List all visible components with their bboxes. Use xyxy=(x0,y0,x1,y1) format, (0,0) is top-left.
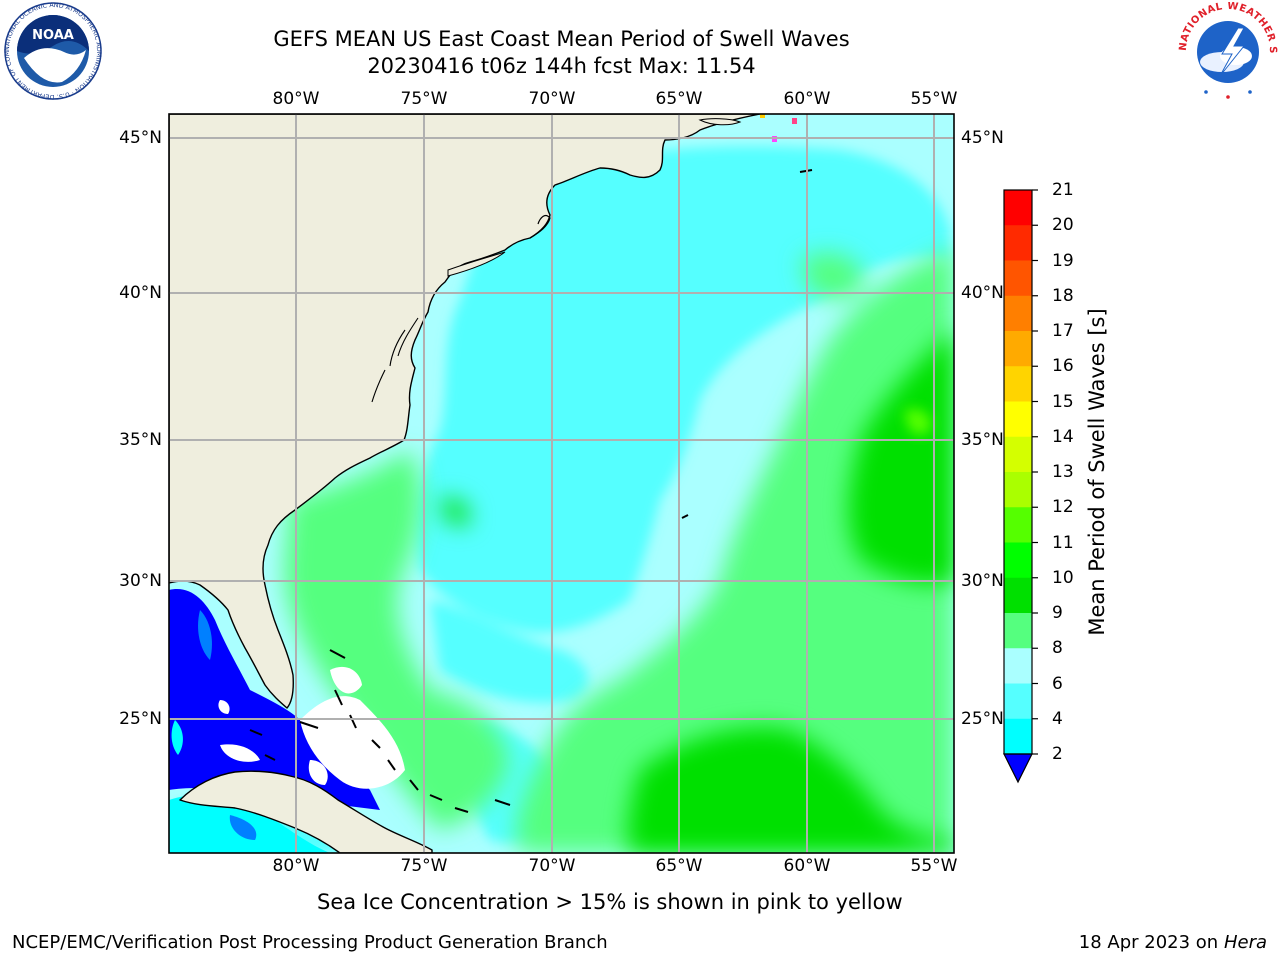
noaa-logo-text: NOAA xyxy=(32,28,74,43)
noaa-logo: NATIONAL OCEANIC AND ATMOSPHERIC ADMINIS… xyxy=(2,2,103,100)
colorbar-tick-label: 19 xyxy=(1052,250,1074,271)
period-11-12-region xyxy=(905,408,931,435)
lat-label-right: 30°N xyxy=(961,571,1004,591)
lat-label-left: 35°N xyxy=(119,430,162,450)
lat-label-right: 25°N xyxy=(961,709,1004,729)
lon-label-bottom: 65°W xyxy=(655,856,703,876)
lat-label-left: 30°N xyxy=(119,571,162,591)
bahamas-islands xyxy=(249,649,511,813)
colorbar-band xyxy=(1004,436,1032,473)
colorbar-tick-label: 6 xyxy=(1052,673,1063,694)
map-area xyxy=(169,114,954,853)
colorbar-tick-label: 16 xyxy=(1052,356,1074,377)
colorbar-tick-label: 13 xyxy=(1052,462,1074,482)
chart-title: GEFS MEAN US East Coast Mean Period of S… xyxy=(273,27,850,51)
lon-label-top: 70°W xyxy=(528,89,576,109)
colorbar-band xyxy=(1004,190,1032,226)
colorbar-tick-label: 18 xyxy=(1052,285,1074,306)
lon-label-bottom: 75°W xyxy=(400,856,448,876)
footer-credit: NCEP/EMC/Verification Post Processing Pr… xyxy=(12,932,608,953)
colorbar-tick-label: 15 xyxy=(1052,391,1074,412)
colorbar-band xyxy=(1004,401,1032,438)
colorbar xyxy=(1003,189,1038,784)
colorbar-band xyxy=(1004,613,1032,649)
footer-date: 18 Apr 2023 on Hera xyxy=(1079,932,1267,953)
footer-date-text: 18 Apr 2023 on xyxy=(1078,932,1219,953)
colorbar-title: Mean Period of Swell Waves [s] xyxy=(1085,308,1109,636)
map-frame xyxy=(168,113,955,854)
sea-ice-caption: Sea Ice Concentration > 15% is shown in … xyxy=(317,890,903,914)
nws-logo: NATIONAL WEATHER SERVICE xyxy=(1178,2,1278,99)
colorbar-band xyxy=(1004,225,1032,261)
colorbar-tick-label: 9 xyxy=(1052,603,1063,623)
colorbar-band xyxy=(1004,542,1032,579)
lon-label-bottom: 80°W xyxy=(272,856,320,876)
lat-label-right: 40°N xyxy=(961,283,1004,303)
lon-label-top: 80°W xyxy=(272,89,320,109)
lon-label-top: 75°W xyxy=(400,89,448,109)
lat-label-left: 45°N xyxy=(119,128,162,148)
graticule xyxy=(169,114,954,853)
colorbar-band xyxy=(1004,260,1032,297)
chart-subtitle: 20230416 t06z 144h fcst Max: 11.54 xyxy=(367,54,756,78)
land-cape-cod xyxy=(529,214,551,239)
lon-label-top: 55°W xyxy=(910,89,958,109)
colorbar-tick-label: 11 xyxy=(1052,532,1074,553)
lon-label-bottom: 55°W xyxy=(910,856,958,876)
colorbar-tick-label: 2 xyxy=(1052,744,1063,764)
colorbar-band xyxy=(1004,295,1032,332)
coastline-inlets xyxy=(371,317,419,403)
period-10-11-region xyxy=(440,330,954,853)
colorbar-tick-label: 4 xyxy=(1052,708,1063,729)
colorbar-tick-label: 12 xyxy=(1052,497,1074,518)
colorbar-band xyxy=(1004,648,1032,684)
lat-label-left: 40°N xyxy=(119,283,162,303)
colorbar-band xyxy=(1004,718,1032,755)
colorbar-tick-label: 14 xyxy=(1052,426,1074,447)
lon-label-top: 60°W xyxy=(783,89,831,109)
lat-label-right: 45°N xyxy=(961,128,1004,148)
land-north-america xyxy=(169,114,761,709)
colorbar-tick-label: 17 xyxy=(1052,321,1074,341)
colorbar-tick-label: 10 xyxy=(1052,567,1074,588)
land-cuba xyxy=(179,770,433,853)
colorbar-band xyxy=(1004,472,1032,508)
sea-ice-marker xyxy=(760,114,765,118)
land-long-island xyxy=(447,251,506,277)
lat-label-left: 25°N xyxy=(119,709,162,729)
lon-label-bottom: 60°W xyxy=(783,856,831,876)
colorbar-tick-label: 8 xyxy=(1052,638,1063,659)
colorbar-band xyxy=(1004,683,1032,720)
sea-ice-marker xyxy=(792,118,797,124)
footer-host: Hera xyxy=(1223,932,1267,953)
colorbar-extension xyxy=(1003,753,1033,784)
colorbar-band xyxy=(1004,331,1032,367)
colorbar-tick-label: 20 xyxy=(1052,215,1074,236)
colorbar-band xyxy=(1004,366,1032,402)
colorbar-band xyxy=(1004,507,1032,543)
lon-label-bottom: 70°W xyxy=(528,856,576,876)
colorbar-tick-label: 21 xyxy=(1052,180,1074,200)
lat-label-right: 35°N xyxy=(961,430,1004,450)
colorbar-band xyxy=(1004,577,1032,614)
land-nova-scotia-tip xyxy=(698,118,742,126)
bermuda xyxy=(681,514,689,519)
lon-label-top: 65°W xyxy=(655,89,703,109)
